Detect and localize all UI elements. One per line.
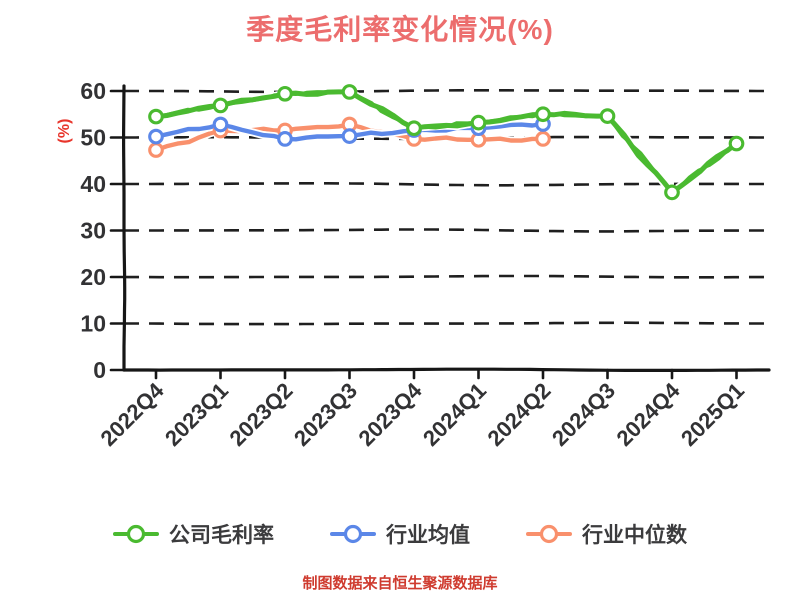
y-tick-label: 20 — [80, 264, 106, 290]
x-tick-label: 2023Q4 — [353, 377, 427, 451]
y-axis-line — [122, 84, 127, 372]
legend-circle — [539, 524, 559, 544]
gridline-y20 — [123, 274, 770, 279]
legend-marker-icon — [526, 524, 572, 544]
company-gross-margin-line-sketch — [154, 90, 738, 194]
legend-item-label: 公司毛利率 — [169, 524, 274, 547]
y-axis-label: (%) — [56, 119, 73, 144]
data-point-company-gross-margin — [728, 135, 745, 152]
x-tick-label: 2025Q1 — [676, 378, 749, 451]
y-tick-label: 50 — [80, 125, 106, 151]
legend-marker-icon — [330, 524, 376, 544]
gridline-y10 — [124, 321, 769, 326]
data-point-company-gross-margin — [406, 120, 422, 137]
x-tick-label: 2024Q2 — [482, 378, 555, 451]
legend-circle — [126, 524, 146, 544]
data-point-industry-average — [277, 131, 293, 147]
data-point-company-gross-margin — [212, 97, 229, 114]
legend-marker-icon — [113, 524, 159, 544]
x-tick-label: 2023Q1 — [160, 378, 233, 451]
company-gross-margin-line — [153, 89, 739, 195]
data-point-company-gross-margin — [470, 114, 487, 131]
gridline-y30 — [124, 228, 769, 233]
legend-item-label: 行业均值 — [386, 524, 470, 547]
x-tick-label: 2024Q3 — [547, 378, 620, 451]
y-tick-label: 0 — [93, 357, 106, 383]
legend-item-0[interactable]: 公司毛利率 — [113, 519, 274, 549]
data-point-industry-average — [148, 128, 164, 145]
data-point-company-gross-margin — [535, 106, 551, 123]
x-tick-label: 2022Q4 — [95, 377, 169, 451]
gridline-y50 — [124, 135, 769, 141]
x-tick-label: 2024Q1 — [418, 378, 491, 451]
legend-item-2[interactable]: 行业中位数 — [526, 519, 687, 549]
y-tick-label: 40 — [80, 171, 106, 197]
data-point-industry-average — [341, 128, 358, 144]
gridline-y60 — [124, 89, 769, 94]
x-axis-line — [122, 367, 771, 372]
legend: 公司毛利率 行业均值 行业中位数 — [0, 519, 800, 549]
data-point-company-gross-margin — [148, 108, 164, 125]
data-point-company-gross-margin — [341, 84, 358, 100]
data-point-company-gross-margin — [277, 85, 293, 102]
data-point-company-gross-margin — [599, 108, 616, 124]
line-halo — [151, 87, 741, 197]
data-source-note: 制图数据来自恒生聚源数据库 — [302, 575, 498, 592]
y-tick-label: 60 — [80, 78, 106, 104]
x-tick-label: 2023Q3 — [289, 378, 362, 451]
legend-item-label: 行业中位数 — [582, 524, 687, 547]
x-tick-label: 2023Q2 — [224, 378, 297, 451]
y-tick-label: 10 — [80, 311, 106, 337]
legend-circle — [343, 524, 363, 544]
data-point-company-gross-margin — [664, 184, 680, 201]
chart-title: 季度毛利率变化情况(%) — [246, 14, 554, 45]
legend-item-1[interactable]: 行业均值 — [330, 519, 470, 549]
data-point-industry-average — [212, 116, 229, 133]
data-point-industry-median — [535, 131, 551, 147]
y-tick-label: 30 — [80, 218, 106, 244]
x-tick-label: 2024Q4 — [611, 377, 685, 451]
data-point-industry-median — [148, 142, 164, 158]
